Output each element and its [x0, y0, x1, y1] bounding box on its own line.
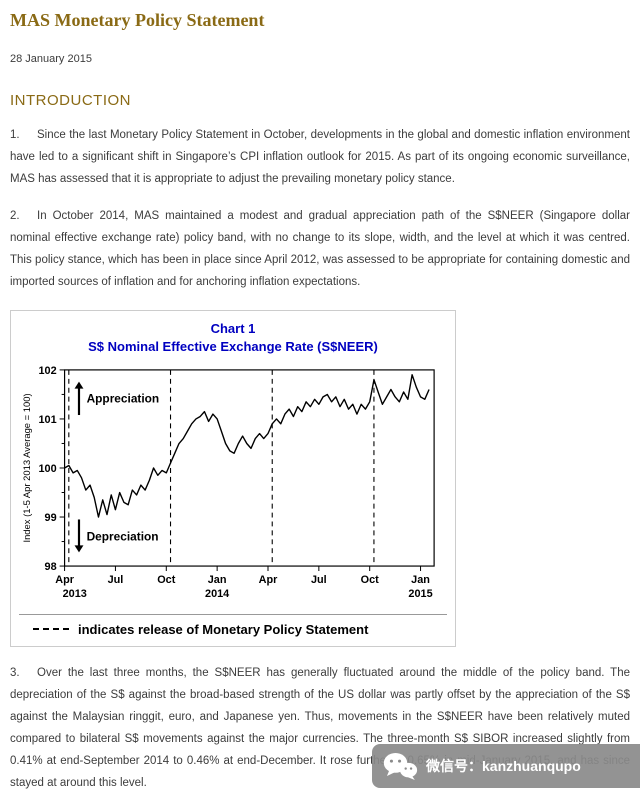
x-tick-label: Oct	[157, 574, 176, 586]
paragraph-1: 1. Since the last Monetary Policy Stateme…	[10, 124, 630, 190]
watermark-text: 微信号：kanzhuanqupo	[426, 758, 581, 774]
y-tick-label: 100	[39, 463, 57, 475]
y-tick-label: 101	[39, 414, 57, 426]
page-title: MAS Monetary Policy Statement	[10, 10, 265, 30]
section-heading-introduction: INTRODUCTION	[10, 92, 131, 109]
paragraph-1-text: Since the last Monetary Policy Statement…	[10, 129, 630, 185]
y-axis-title: Index (1-5 Apr 2013 Average = 100)	[21, 393, 32, 542]
year-label: 2015	[408, 588, 432, 600]
x-tick-label: Apr	[259, 574, 278, 586]
chart-legend-text: indicates release of Monetary Policy Sta…	[78, 621, 369, 637]
year-label: 2013	[63, 588, 87, 600]
sneer-line	[64, 374, 430, 518]
x-tick-label: Jan	[208, 574, 227, 586]
year-label: 2014	[205, 588, 229, 600]
x-tick-label: Jul	[108, 574, 124, 586]
y-tick-label: 102	[39, 365, 57, 377]
down-annotation-label: Depreciation	[87, 530, 159, 544]
paragraph-2-text: In October 2014, MAS maintained a modest…	[10, 210, 630, 288]
sneer-chart-svg: 98 99 100 101 102 Apr Jul Oct Jan Apr Jul Oct Jan 201…	[21, 365, 435, 600]
y-tick-label: 98	[45, 561, 57, 573]
paragraph-2: 2. In October 2014, MAS maintained a mode…	[10, 205, 630, 293]
paragraph-3-number: 3.	[10, 666, 20, 679]
chart-legend: indicates release of Monetary Policy Sta…	[19, 613, 447, 640]
down-arrowhead	[74, 545, 84, 553]
x-tick-label: Jan	[411, 574, 430, 586]
paragraph-2-number: 2.	[10, 210, 20, 222]
dashed-line-sample-icon	[33, 628, 69, 631]
wechat-icon	[383, 752, 418, 780]
up-annotation-label: Appreciation	[87, 391, 160, 405]
wechat-watermark: 微信号：kanzhuanqupo	[372, 744, 640, 788]
x-tick-label: Apr	[55, 574, 74, 586]
y-tick-label: 99	[45, 512, 57, 524]
paragraph-1-number: 1.	[10, 129, 20, 141]
x-tick-label: Oct	[361, 574, 380, 586]
chart-title: Chart 1	[210, 321, 256, 336]
chart-subtitle: S$ Nominal Effective Exchange Rate (S$NE…	[88, 339, 378, 354]
x-tick-label: Jul	[311, 574, 327, 586]
chart-box: Chart 1 S$ Nominal Effective Exchange Ra…	[10, 310, 456, 647]
up-arrowhead	[74, 381, 84, 389]
document-date: 28 January 2015	[10, 53, 92, 65]
